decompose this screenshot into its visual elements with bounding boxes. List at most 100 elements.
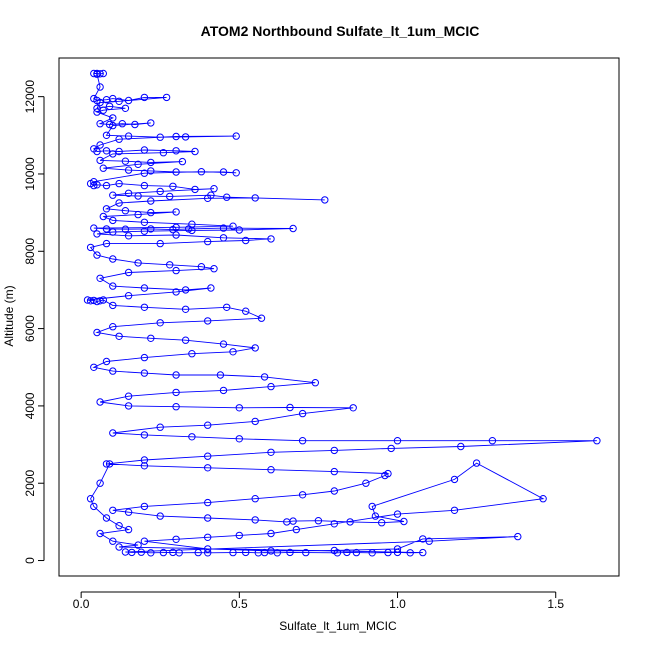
data-point	[99, 296, 108, 304]
data-point	[188, 350, 196, 358]
data-point	[166, 261, 174, 269]
data-point	[172, 208, 180, 216]
data-point	[286, 548, 294, 557]
data-point	[124, 402, 133, 410]
data-point	[96, 141, 104, 149]
x-tick-label: 1.0	[389, 597, 406, 611]
data-point	[419, 535, 427, 543]
data-point	[419, 548, 427, 557]
data-point	[140, 93, 149, 102]
data-point	[109, 191, 117, 199]
data-point	[488, 437, 497, 445]
data-point	[251, 417, 259, 426]
data-point	[140, 502, 149, 511]
data-point	[292, 525, 300, 534]
data-point	[140, 169, 149, 177]
data-point	[298, 437, 307, 445]
data-point	[90, 502, 98, 511]
data-point	[242, 236, 250, 245]
y-axis-label: Altitude (m)	[2, 285, 16, 346]
data-point	[140, 303, 149, 311]
data-point	[384, 548, 392, 557]
data-point	[172, 388, 180, 397]
data-point	[102, 514, 111, 522]
data-point	[140, 146, 149, 154]
data-point	[109, 367, 117, 375]
data-point	[330, 487, 338, 495]
data-point	[302, 548, 310, 557]
data-point	[124, 525, 133, 534]
data-point	[210, 265, 218, 273]
data-point	[128, 548, 136, 557]
data-point	[197, 168, 206, 176]
data-point	[286, 403, 294, 412]
data-point	[124, 392, 133, 400]
data-point	[450, 475, 459, 484]
data-point	[109, 150, 117, 158]
chart-title: ATOM2 Northbound Sulfate_lt_1um_MCIC	[201, 23, 480, 39]
data-point	[330, 467, 338, 476]
data-point	[181, 336, 190, 344]
data-point	[102, 460, 111, 468]
data-point	[159, 149, 168, 157]
data-point	[131, 120, 139, 129]
data-point	[381, 471, 389, 480]
data-point	[593, 437, 601, 445]
data-point	[368, 549, 376, 557]
data-point	[109, 506, 117, 514]
data-point	[232, 169, 240, 177]
data-point	[86, 243, 95, 252]
y-tick-label: 0	[23, 557, 37, 564]
data-point	[257, 314, 266, 322]
data-point	[181, 133, 190, 141]
data-point	[115, 332, 123, 340]
data-point	[93, 230, 101, 238]
data-point	[368, 502, 376, 511]
data-point	[115, 543, 123, 551]
data-point	[175, 549, 183, 557]
data-point	[314, 517, 323, 525]
data-point	[96, 274, 104, 282]
data-point	[134, 192, 142, 200]
data-point	[140, 369, 149, 377]
data-point	[260, 548, 269, 557]
data-point	[406, 549, 414, 557]
data-point	[229, 222, 237, 230]
data-point	[242, 548, 250, 557]
data-point	[400, 517, 408, 526]
y-tick-label: 2000	[23, 470, 37, 497]
data-point	[235, 404, 244, 412]
data-point	[169, 225, 177, 234]
x-tick-label: 0.0	[73, 597, 90, 611]
data-point	[93, 70, 101, 78]
data-point	[393, 437, 402, 445]
data-point	[251, 516, 259, 524]
data-point	[321, 196, 329, 204]
data-point	[172, 535, 180, 543]
data-point	[298, 491, 307, 499]
data-point	[96, 70, 104, 78]
data-point	[216, 371, 225, 379]
data-point	[172, 266, 180, 275]
data-point	[90, 181, 98, 190]
data-point	[172, 288, 180, 296]
y-axis: 0 2000 4000 6000 8000 10000 12000	[23, 80, 45, 564]
data-point	[371, 512, 380, 520]
data-point	[105, 460, 114, 468]
data-point	[450, 506, 459, 514]
data-point	[289, 224, 297, 233]
data-point	[172, 231, 180, 239]
data-point	[121, 207, 130, 215]
data-point	[102, 131, 111, 140]
data-point	[93, 108, 101, 116]
data-point	[242, 307, 250, 315]
data-point	[273, 549, 281, 557]
data-point	[472, 459, 481, 467]
data-point	[188, 226, 196, 235]
data-point	[109, 282, 117, 290]
data-point	[124, 189, 133, 198]
data-point	[96, 297, 104, 305]
data-point	[393, 545, 402, 553]
data-point	[204, 194, 212, 203]
data-point	[267, 235, 275, 243]
